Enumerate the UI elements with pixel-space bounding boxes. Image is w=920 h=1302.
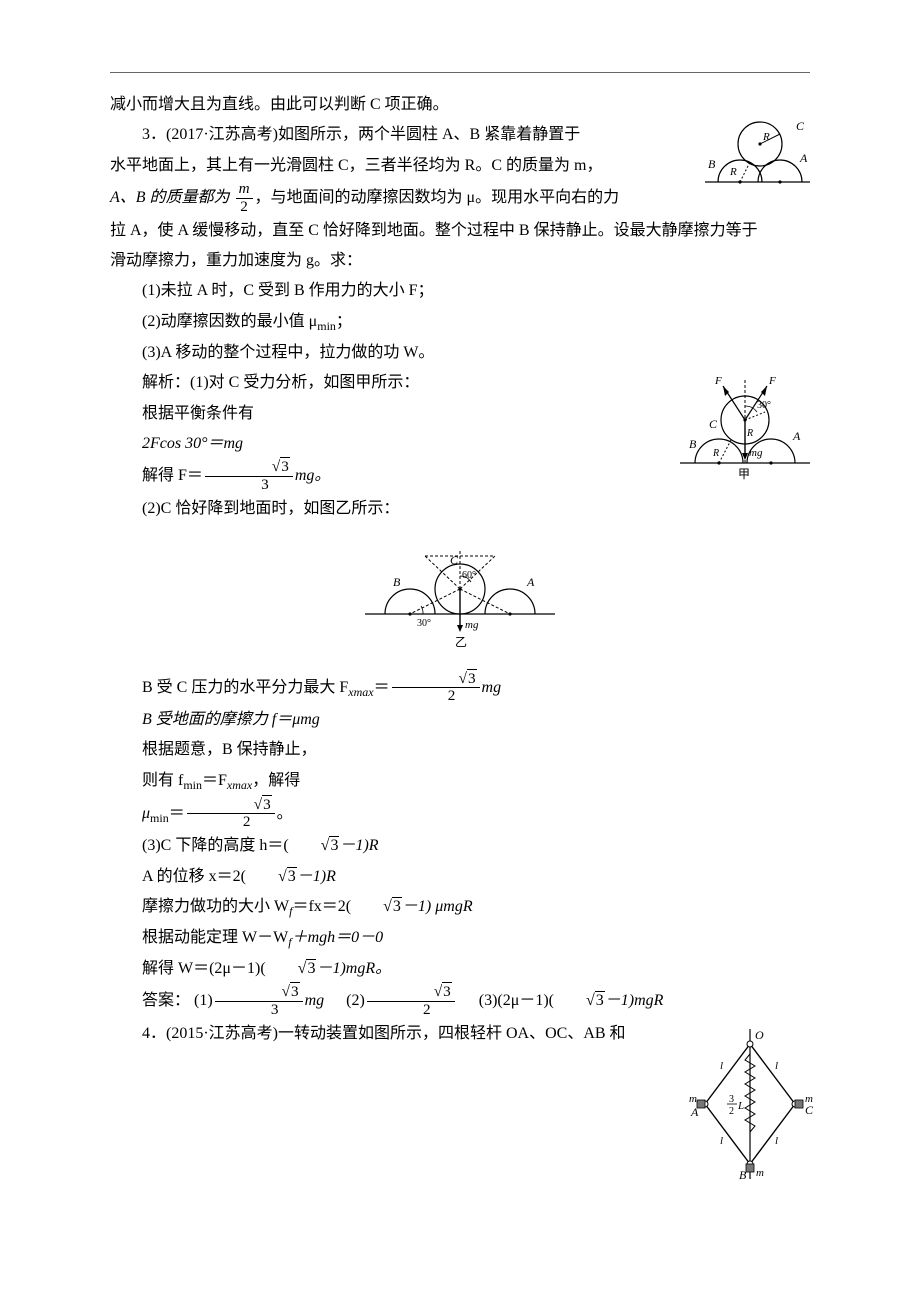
- q3-part3: (3)A 移动的整个过程中，拉力做的功 W。: [110, 338, 810, 368]
- q3-sol-14: 根据动能定理 W－Wf＋mgh＝0－0: [110, 923, 810, 954]
- ans-frac-1: 33: [215, 984, 303, 1018]
- svg-text:R: R: [712, 448, 719, 459]
- q3-sol-13: 摩擦力做功的大小 Wf＝fx＝2(3－1) μmgR: [110, 892, 810, 923]
- svg-text:60°: 60°: [462, 570, 476, 581]
- svg-text:3: 3: [729, 1094, 734, 1105]
- svg-text:B: B: [689, 437, 697, 451]
- q3-l3b: ，与地面间的动摩擦因数均为 μ。现用水平向右的力: [255, 189, 620, 206]
- svg-text:30°: 30°: [757, 400, 771, 411]
- q3-part2: (2)动摩擦因数的最小值 μmin；: [110, 307, 810, 338]
- svg-text:R: R: [762, 131, 770, 143]
- figure-q4: O m m C A B m l l l l 3 2 L: [685, 1024, 815, 1195]
- svg-text:l: l: [775, 1060, 778, 1072]
- q3-sol-7: B 受地面的摩擦力 f＝μmg: [110, 705, 810, 735]
- q3-line5: 滑动摩擦力，重力加速度为 g。求：: [110, 246, 810, 276]
- q3-sol-9: 则有 fmin＝Fxmax，解得: [110, 766, 810, 797]
- q3-answers: 答案： (1)33mg (2)32 (3)(2μ－1)(3－1)mgR: [110, 984, 810, 1018]
- document-body: 减小而增大且为直线。由此可以判断 C 项正确。 C A B R R 3．(201…: [110, 90, 810, 1049]
- svg-text:B: B: [393, 575, 401, 589]
- q3-l3a: A、B 的质量都为: [110, 189, 230, 206]
- q3-sol-block1: F F 30° C A B R R mg 甲 解析：(1)对 C 受力分析，如图…: [110, 368, 810, 524]
- figure-1: C A B R R: [700, 120, 815, 209]
- svg-text:m: m: [689, 1093, 697, 1105]
- figure-jia: F F 30° C A B R R mg 甲: [675, 368, 815, 499]
- q4-block: O m m C A B m l l l l 3 2 L 4．(2015·江苏高考…: [110, 1019, 810, 1049]
- svg-text:A: A: [690, 1105, 699, 1119]
- svg-text:甲: 甲: [738, 467, 750, 481]
- svg-text:R: R: [729, 166, 737, 178]
- svg-text:O: O: [755, 1028, 764, 1042]
- svg-text:l: l: [720, 1060, 723, 1072]
- frac-s3-2-b: 32: [187, 797, 275, 831]
- svg-text:C: C: [805, 1103, 814, 1117]
- svg-text:F: F: [714, 375, 722, 387]
- svg-text:l: l: [775, 1135, 778, 1147]
- figure-yi: B A C 60° 30° mg 乙: [110, 534, 810, 660]
- q3-sol-15: 解得 W＝(2μ－1)(3－1)mgR。: [110, 954, 810, 984]
- svg-text:mg: mg: [749, 447, 763, 459]
- svg-text:乙: 乙: [455, 635, 467, 649]
- frac-m-2: m 2: [236, 181, 253, 215]
- q3-block: C A B R R 3．(2017·江苏高考)如图所示，两个半圆柱 A、B 紧靠…: [110, 120, 810, 276]
- svg-text:B: B: [739, 1168, 747, 1182]
- frac-s3-3: 33: [205, 459, 293, 493]
- ans-frac-2: 32: [367, 984, 455, 1018]
- svg-text:mg: mg: [465, 619, 479, 631]
- svg-text:L: L: [737, 1100, 744, 1112]
- svg-text:m: m: [756, 1167, 764, 1179]
- svg-text:B: B: [708, 157, 716, 171]
- svg-text:l: l: [720, 1135, 723, 1147]
- svg-text:C: C: [796, 120, 805, 133]
- q3-sol-8: 根据题意，B 保持静止，: [110, 735, 810, 765]
- q3-sol-6: B 受 C 压力的水平分力最大 Fxmax＝32mg: [110, 671, 810, 705]
- q3-sol-11: (3)C 下降的高度 h＝(3－1)R: [110, 831, 810, 861]
- q3-sol-12: A 的位移 x＝2(3－1)R: [110, 862, 810, 892]
- svg-text:C: C: [709, 417, 718, 431]
- svg-text:A: A: [526, 575, 535, 589]
- svg-text:2: 2: [729, 1106, 734, 1117]
- svg-text:R: R: [746, 428, 753, 439]
- svg-text:A: A: [799, 151, 808, 165]
- prev-answer-tail: 减小而增大且为直线。由此可以判断 C 项正确。: [110, 90, 810, 120]
- svg-text:A: A: [792, 429, 801, 443]
- svg-text:F: F: [768, 375, 776, 387]
- page-top-rule: [110, 72, 810, 73]
- svg-text:30°: 30°: [417, 618, 431, 629]
- frac-s3-2-a: 32: [392, 671, 480, 705]
- q3-sol-10: μmin＝32。: [110, 797, 810, 831]
- q3-part1: (1)未拉 A 时，C 受到 B 作用力的大小 F；: [110, 276, 810, 306]
- svg-text:C: C: [450, 553, 459, 567]
- q3-line4: 拉 A，使 A 缓慢移动，直至 C 恰好降到地面。整个过程中 B 保持静止。设最…: [110, 216, 810, 246]
